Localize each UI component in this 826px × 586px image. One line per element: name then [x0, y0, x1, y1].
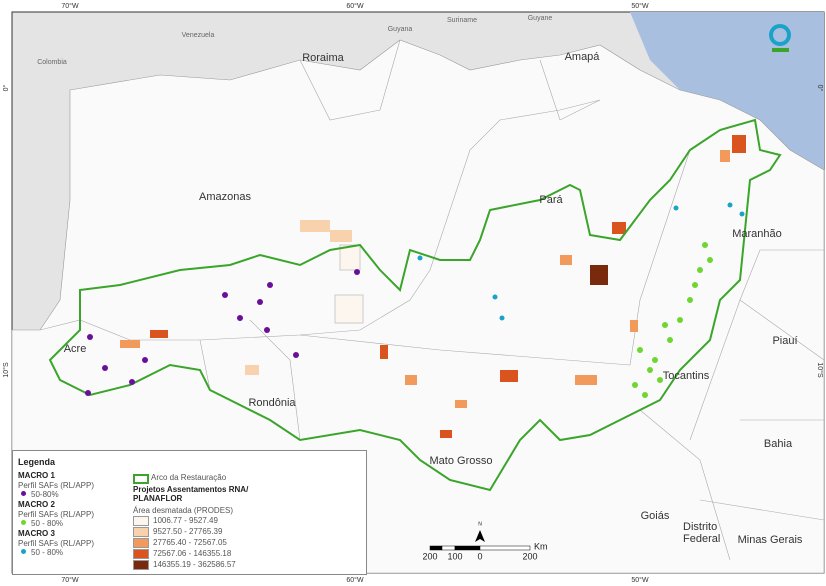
scale-bar [479, 545, 531, 551]
state-label: Distrito Federal [683, 521, 721, 545]
country-label: Guyane [528, 15, 553, 22]
scale-unit: Km [534, 541, 548, 551]
legend-swatch [21, 549, 26, 554]
legend-projects: Projetos Assentamentos RNA/ PLANAFLOR [133, 485, 249, 503]
state-label: Amapá [565, 51, 601, 63]
settlement-areas [120, 135, 746, 438]
legend: Legenda MACRO 1 Perfil SAFs (RL/APP) 50-80%… [12, 450, 367, 575]
legend-profile: Perfil SAFs (RL/APP) [18, 510, 95, 519]
legend-profile: Perfil SAFs (RL/APP) [18, 539, 95, 548]
legend-macro: MACRO 2 [18, 500, 55, 509]
graticule-label: 0° [2, 84, 10, 91]
country-label: Guyana [388, 26, 413, 33]
state-borders [39, 39, 825, 561]
north-arrow [475, 530, 485, 542]
macro3-points [417, 202, 745, 321]
state-label: Piauí [772, 335, 797, 347]
legend-swatch [133, 516, 149, 526]
state-label: Acre [64, 343, 87, 355]
graticule-label: 50°W [631, 2, 649, 10]
scale-bar [441, 545, 456, 551]
legend-class: 1006.77 - 9527.49 [153, 516, 218, 525]
graticule-label: 10°S [2, 362, 10, 378]
scale-bar [429, 545, 443, 551]
scale-label: 200 [422, 551, 437, 561]
legend-range: 50 - 80% [31, 548, 64, 557]
state-label: Bahia [764, 438, 793, 450]
state-label: Pará [539, 194, 563, 206]
legend-swatch [133, 474, 149, 484]
north-label: N [478, 521, 482, 527]
scale-label: 100 [447, 551, 462, 561]
graticule-label: 60°W [346, 2, 364, 10]
legend-class: 72567.06 - 146355.18 [153, 549, 232, 558]
scale-bar [454, 545, 481, 551]
legend-swatch [133, 538, 149, 548]
graticule-label: 60°W [346, 576, 364, 584]
legend-title: Legenda [18, 457, 56, 467]
legend-range: 50 - 80% [31, 519, 64, 528]
country-label: Colombia [37, 59, 67, 66]
state-label: Goiás [641, 510, 670, 522]
state-label: Maranhão [732, 228, 782, 240]
legend-class: 27765.40 - 72567.05 [153, 538, 227, 547]
country-label: Suriname [447, 17, 477, 24]
legend-profile: Perfil SAFs (RL/APP) [18, 481, 95, 490]
legend-swatch [133, 549, 149, 559]
legend-macro: MACRO 3 [18, 529, 55, 538]
country-label: Venezuela [182, 32, 215, 39]
graticule-label: 70°W [61, 576, 79, 584]
state-label: Roraima [302, 52, 344, 64]
legend-class: 9527.50 - 27765.39 [153, 527, 223, 536]
legend-area: Área desmatada (PRODES) [133, 506, 234, 515]
state-label: Minas Gerais [738, 534, 803, 546]
legend-range: 50-80% [31, 490, 59, 499]
graticule-label: 70°W [61, 2, 79, 10]
arc-outline [48, 118, 782, 492]
graticule-label: 50°W [631, 576, 649, 584]
brazil [11, 39, 825, 574]
legend-arc: Arco da Restauração [151, 473, 227, 482]
state-label: Rondônia [248, 397, 296, 409]
scale-label: 200 [522, 551, 537, 561]
graticule-label: 0° [816, 85, 824, 92]
legend-swatch [133, 527, 149, 537]
state-label: Amazonas [199, 191, 251, 203]
scale-label: 0 [477, 551, 482, 561]
logo [769, 24, 791, 52]
legend-swatch [21, 491, 26, 496]
macro1-points [85, 269, 360, 396]
state-label: Mato Grosso [430, 455, 493, 467]
legend-macro: MACRO 1 [18, 471, 55, 480]
state-label: Tocantins [663, 370, 710, 382]
graticule-label: 10°S [816, 362, 824, 378]
macro2-points [632, 242, 713, 398]
legend-swatch [133, 560, 149, 570]
legend-class: 146355.19 - 362586.57 [153, 560, 236, 569]
legend-swatch [21, 520, 26, 525]
